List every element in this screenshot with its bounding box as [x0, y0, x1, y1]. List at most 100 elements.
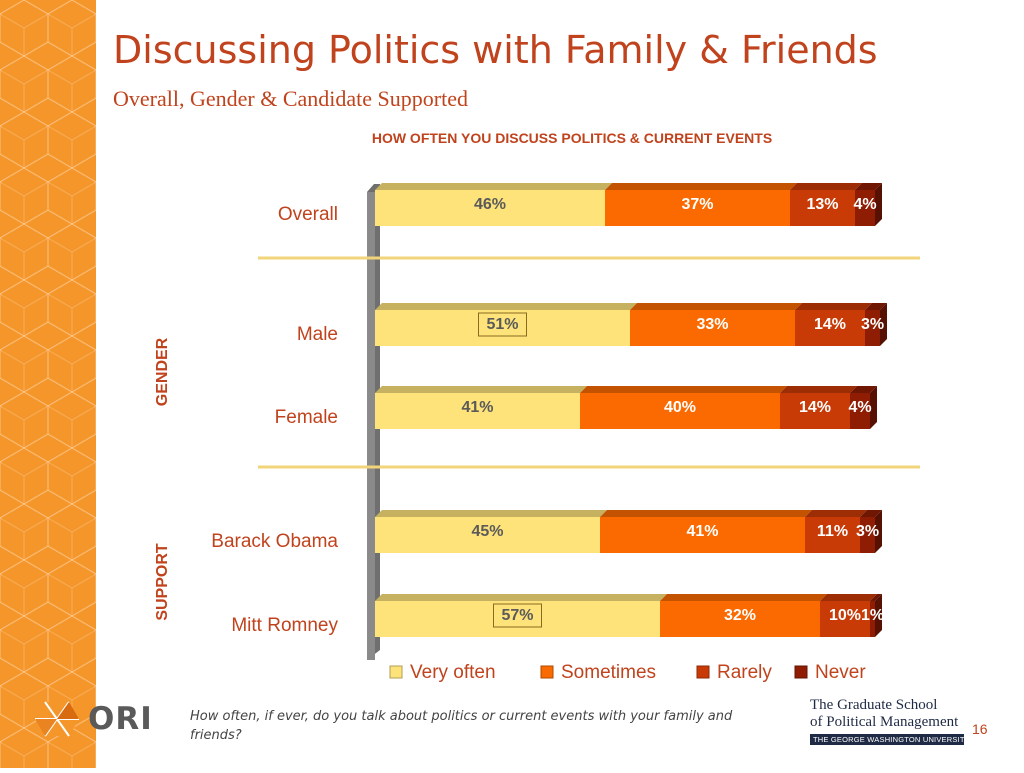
- category-label-overall: Overall: [278, 204, 338, 225]
- bar-top-face: [865, 303, 887, 310]
- legend-swatch: [794, 665, 808, 679]
- bar-front-face: [850, 393, 870, 429]
- bar-top-face: [820, 594, 877, 601]
- data-label-female-very-often: 41%: [461, 399, 493, 416]
- bar-top-face: [630, 303, 802, 310]
- gw-logo: The Graduate School of Political Managem…: [810, 697, 970, 745]
- legend-label: Very often: [410, 662, 496, 683]
- legend-item-sometimes: Sometimes: [540, 662, 656, 683]
- bar-top-face: [580, 386, 787, 393]
- chart-axis-wall-face: [367, 192, 375, 660]
- data-label-male-sometimes: 33%: [696, 316, 728, 333]
- bar-male-rarely: [795, 303, 872, 346]
- bar-front-face: [780, 393, 850, 429]
- bar-male-never: [865, 303, 887, 346]
- legend-swatch: [696, 665, 710, 679]
- legend-label: Never: [815, 662, 866, 683]
- bar-front-face: [375, 517, 600, 553]
- bar-side-face: [875, 183, 882, 226]
- legend-label: Sometimes: [561, 662, 656, 683]
- bar-front-face: [630, 310, 795, 346]
- page-number: 16: [972, 721, 988, 737]
- hexagon-pattern: [0, 0, 96, 768]
- chart-plot-area: Overall 46% 37% 13% 4% Male 51% 33% 14% 3% Female 4…: [154, 183, 920, 683]
- bar-front-face: [580, 393, 780, 429]
- category-label-female: Female: [275, 407, 338, 428]
- bar-top-face: [790, 183, 862, 190]
- bar-front-face: [865, 310, 880, 346]
- bar-front-face: [870, 601, 875, 637]
- data-label-female-sometimes: 40%: [664, 399, 696, 416]
- gw-logo-line2: of Political Management: [810, 714, 959, 730]
- bar-side-face: [875, 594, 882, 637]
- bar-barack-obama-sometimes: [600, 510, 812, 553]
- bar-female-never: [850, 386, 877, 429]
- data-label-box: [478, 312, 527, 337]
- bar-front-face: [375, 310, 630, 346]
- bar-top-face: [855, 183, 882, 190]
- bar-female-sometimes: [580, 386, 787, 429]
- bar-top-face: [850, 386, 877, 393]
- bar-front-face: [375, 393, 580, 429]
- bar-mitt-romney-never: [870, 594, 882, 637]
- bar-barack-obama-very-often: [375, 510, 607, 553]
- bar-top-face: [805, 510, 867, 517]
- bar-top-face: [375, 594, 667, 601]
- bar-front-face: [805, 517, 860, 553]
- bar-top-face: [375, 183, 612, 190]
- category-label-barack-obama: Barack Obama: [211, 531, 338, 552]
- bar-front-face: [795, 310, 865, 346]
- bar-top-face: [375, 510, 607, 517]
- question-footnote: How often, if ever, do you talk about po…: [190, 709, 733, 743]
- bar-side-face: [870, 386, 877, 429]
- bar-top-face: [600, 510, 812, 517]
- gw-logo-line1: The Graduate School: [810, 697, 938, 713]
- bar-front-face: [860, 517, 875, 553]
- bar-female-very-often: [375, 386, 587, 429]
- bar-male-very-often: [375, 303, 637, 346]
- data-label-mitt-romney-never: 1%: [861, 607, 884, 624]
- bar-top-face: [660, 594, 827, 601]
- data-label-overall-very-often: 46%: [474, 196, 506, 213]
- page-title: Discussing Politics with Family & Friend…: [113, 28, 878, 72]
- data-label-barack-obama-very-often: 45%: [471, 523, 503, 540]
- bar-top-face: [860, 510, 882, 517]
- bar-front-face: [660, 601, 820, 637]
- data-label-male-never: 3%: [861, 316, 884, 333]
- data-label-overall-never: 4%: [853, 196, 876, 213]
- bar-male-sometimes: [630, 303, 802, 346]
- bar-overall-very-often: [375, 183, 612, 226]
- data-label-overall-rarely: 13%: [806, 196, 838, 213]
- bar-side-face: [875, 510, 882, 553]
- bar-side-face: [880, 303, 887, 346]
- gw-logo-line3: THE GEORGE WASHINGTON UNIVERSITY: [810, 734, 970, 745]
- bar-top-face: [375, 386, 587, 393]
- legend-swatch: [389, 665, 403, 679]
- bar-barack-obama-rarely: [805, 510, 867, 553]
- legend-label: Rarely: [717, 662, 772, 683]
- data-label-male-very-often: 51%: [486, 316, 518, 333]
- category-label-male: Male: [297, 324, 338, 345]
- data-label-box: [493, 603, 542, 628]
- category-label-mitt-romney: Mitt Romney: [231, 615, 338, 636]
- bar-front-face: [855, 190, 875, 226]
- ori-hexagon-icon: [35, 701, 79, 737]
- data-label-female-rarely: 14%: [799, 399, 831, 416]
- legend-swatch: [540, 665, 554, 679]
- bar-top-face: [605, 183, 797, 190]
- bar-top-face: [870, 594, 882, 601]
- bar-front-face: [605, 190, 790, 226]
- bar-mitt-romney-very-often: [375, 594, 667, 637]
- data-label-female-never: 4%: [848, 399, 871, 416]
- bar-overall-never: [855, 183, 882, 226]
- bar-front-face: [375, 601, 660, 637]
- bar-mitt-romney-rarely: [820, 594, 877, 637]
- bar-top-face: [780, 386, 857, 393]
- bar-top-face: [375, 303, 637, 310]
- data-label-mitt-romney-sometimes: 32%: [724, 607, 756, 624]
- data-label-barack-obama-never: 3%: [856, 523, 879, 540]
- page-subtitle: Overall, Gender & Candidate Supported: [113, 86, 468, 111]
- bar-overall-rarely: [790, 183, 862, 226]
- bar-front-face: [790, 190, 855, 226]
- data-label-overall-sometimes: 37%: [681, 196, 713, 213]
